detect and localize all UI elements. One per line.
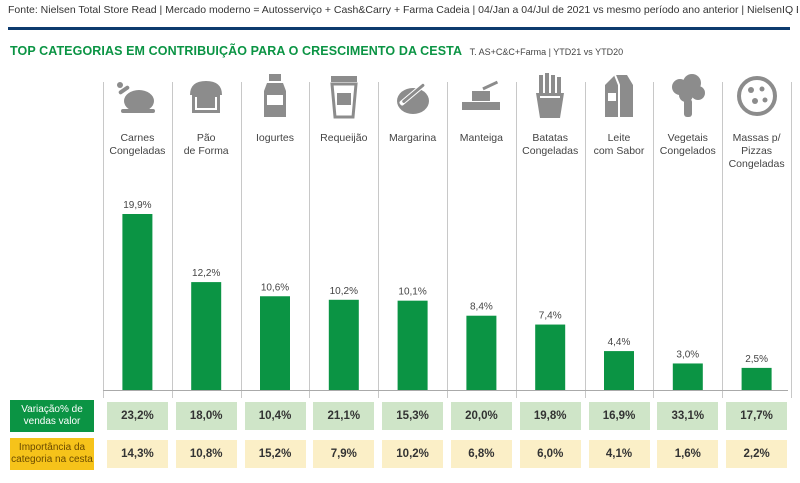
category-label: Massas p/ Pizzas Congeladas <box>728 132 785 170</box>
chart-subtitle: T. AS+C&C+Farma | YTD21 vs YTD20 <box>469 47 624 57</box>
bar-value-label: 4,4% <box>608 337 631 348</box>
category-label: Batatas Congeladas <box>522 132 579 157</box>
chart-title: TOP CATEGORIAS EM CONTRIBUIÇÃO PARA O CR… <box>10 44 463 58</box>
category-header: Iogurtes <box>241 66 310 145</box>
bar-value-label: 3,0% <box>676 349 699 360</box>
variation-cell: 17,7% <box>726 402 788 430</box>
header-rule <box>8 27 790 30</box>
importance-cell: 10,8% <box>175 440 237 468</box>
bread-loaf-icon <box>172 66 241 126</box>
bar <box>328 299 359 390</box>
column-separator <box>722 82 723 398</box>
category-header: Leite com Sabor <box>585 66 654 158</box>
column-separator <box>791 82 792 398</box>
category-label: Margarina <box>388 132 437 144</box>
column-separator <box>241 82 242 398</box>
bar-value-label: 7,4% <box>539 311 562 322</box>
column-separator <box>172 82 173 398</box>
cream-cheese-cup-icon <box>309 66 378 126</box>
variation-row-label: Variação% de vendas valor <box>10 400 94 432</box>
column-separator <box>447 82 448 398</box>
variation-cell: 33,1% <box>657 402 719 430</box>
bar-value-label: 8,4% <box>470 302 493 313</box>
bar-chart: 19,9% 12,2% 10,6% 10,2% 10,1% 8,4% 7,4% 4,4% 3,0… <box>122 200 772 390</box>
bar <box>672 363 703 390</box>
bar-value-label: 10,6% <box>261 282 289 293</box>
column-separator <box>103 82 104 398</box>
roast-chicken-icon <box>103 66 172 126</box>
importance-cell: 6,0% <box>519 440 581 468</box>
bar <box>260 296 290 390</box>
bar <box>604 351 634 390</box>
bar <box>397 300 428 390</box>
importance-cell: 2,2% <box>726 440 788 468</box>
importance-cell: 7,9% <box>313 440 375 468</box>
broccoli-icon <box>653 66 722 126</box>
importance-cell: 1,6% <box>657 440 719 468</box>
category-header: Manteiga <box>447 66 516 145</box>
category-header: Vegetais Congelados <box>653 66 722 158</box>
title-row: TOP CATEGORIAS EM CONTRIBUIÇÃO PARA O CR… <box>10 42 623 60</box>
milk-carton-icon <box>585 66 654 126</box>
column-separator <box>653 82 654 398</box>
bar-value-label: 10,2% <box>330 286 358 297</box>
variation-cell: 10,4% <box>244 402 306 430</box>
column-separator <box>309 82 310 398</box>
category-header: Pão de Forma <box>172 66 241 158</box>
category-label: Iogurtes <box>256 132 294 144</box>
importance-cell: 6,8% <box>450 440 512 468</box>
butter-dish-icon <box>447 66 516 126</box>
importance-row-label: Importância da categoria na cesta <box>10 438 94 470</box>
bar-value-label: 12,2% <box>192 268 220 279</box>
variation-cell: 19,8% <box>519 402 581 430</box>
chart-baseline <box>103 390 788 391</box>
bar <box>191 282 222 390</box>
category-header: Requeijão <box>309 66 378 145</box>
category-label: Leite com Sabor <box>593 132 645 157</box>
category-header: Margarina <box>378 66 447 145</box>
importance-cell: 4,1% <box>588 440 650 468</box>
column-separator <box>516 82 517 398</box>
bar-value-label: 10,1% <box>398 287 426 298</box>
source-note: Fonte: Nielsen Total Store Read | Mercad… <box>8 4 798 16</box>
bar <box>741 367 772 390</box>
yogurt-bottle-icon <box>241 66 310 126</box>
french-fries-icon <box>516 66 585 126</box>
bar <box>466 315 497 390</box>
variation-cell: 23,2% <box>106 402 168 430</box>
category-label: Vegetais Congelados <box>659 132 716 157</box>
column-separator <box>378 82 379 398</box>
bar-value-label: 19,9% <box>123 200 151 211</box>
bar <box>535 324 566 390</box>
category-label: Manteiga <box>459 132 503 144</box>
pizza-icon <box>722 66 791 126</box>
variation-cell: 15,3% <box>382 402 444 430</box>
importance-cell: 10,2% <box>382 440 444 468</box>
category-header: Batatas Congeladas <box>516 66 585 158</box>
category-label: Pão de Forma <box>183 132 229 157</box>
bar <box>122 214 153 390</box>
category-header: Carnes Congeladas <box>103 66 172 158</box>
margarine-knife-icon <box>378 66 447 126</box>
category-label: Requeijão <box>320 132 368 144</box>
variation-cell: 18,0% <box>175 402 237 430</box>
category-label: Carnes Congeladas <box>109 132 166 157</box>
importance-cell: 15,2% <box>244 440 306 468</box>
variation-cell: 21,1% <box>313 402 375 430</box>
variation-cell: 16,9% <box>588 402 650 430</box>
variation-cell: 20,0% <box>450 402 512 430</box>
category-header: Massas p/ Pizzas Congeladas <box>722 66 791 171</box>
importance-cell: 14,3% <box>106 440 168 468</box>
bar-value-label: 2,5% <box>745 354 768 365</box>
column-separator <box>585 82 586 398</box>
